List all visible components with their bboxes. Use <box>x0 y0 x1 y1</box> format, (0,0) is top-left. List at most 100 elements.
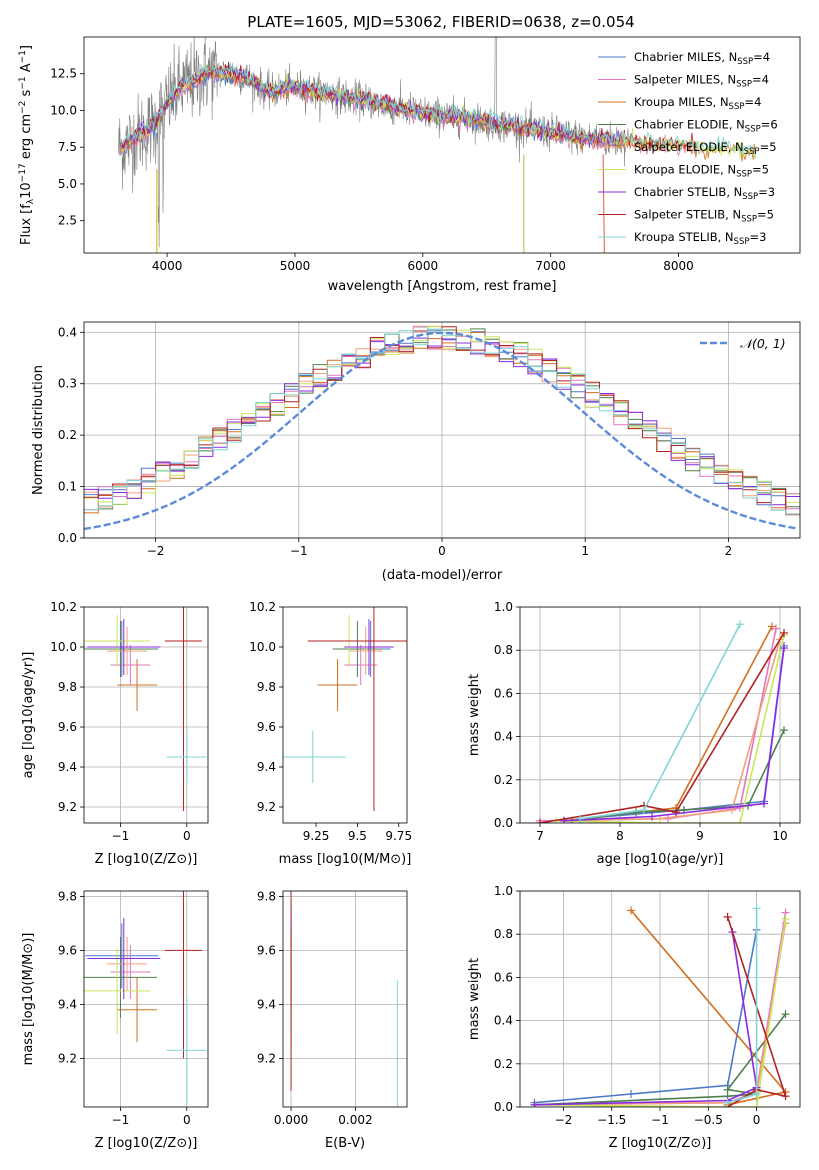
y-tick-label: 1.0 <box>494 600 513 614</box>
y-tick-label: 0.8 <box>494 643 513 657</box>
legend-suffix: =4 <box>753 50 770 64</box>
legend-name: Salpeter ELODIE, N <box>634 140 744 154</box>
x-tick-label: 9 <box>696 829 704 843</box>
plot-area <box>84 607 208 823</box>
legend-suffix: =6 <box>761 118 778 132</box>
axes-frame <box>83 36 801 254</box>
legend-entry: Salpeter ELODIE, NSSP=5 <box>634 140 777 157</box>
y-tick-label: 10.2 <box>249 600 276 614</box>
x-tick-label: 1 <box>581 544 589 558</box>
x-tick-label: 9.25 <box>303 829 330 843</box>
y-tick-label: 0.2 <box>494 773 513 787</box>
x-axis-label: wavelength [Angstrom, rest frame] <box>328 279 557 294</box>
x-tick-label: 0 <box>183 829 191 843</box>
legend-entry: Chabrier MILES, NSSP=4 <box>634 50 770 67</box>
plot-area <box>283 891 407 1107</box>
legend-name: Chabrier ELODIE, N <box>634 118 745 132</box>
legend-sub: SSP <box>737 57 753 67</box>
panel-spectrum: 4000 5000 6000 7000 8000 2.5 5.0 7.5 10.0 12.5 wav… <box>18 36 801 294</box>
x-tick-label: 0 <box>438 544 446 558</box>
legend-suffix: =3 <box>758 185 775 199</box>
legend-entry: Kroupa STELIB, NSSP=3 <box>634 230 766 247</box>
x-tick-label: −2 <box>555 1113 573 1127</box>
x-tick-label: 0 <box>183 1113 191 1127</box>
x-tick-label: −1 <box>112 829 130 843</box>
y-label-part: λ <box>26 198 36 204</box>
legend-sub: SSP <box>741 215 757 225</box>
legend-entry: Kroupa ELODIE, NSSP=5 <box>634 163 769 180</box>
y-tick-label: 9.6 <box>58 943 77 957</box>
y-axis-label: age [log10(age/yr)] <box>21 652 36 779</box>
y-tick-label: 9.8 <box>257 680 276 694</box>
x-tick-label: −1.5 <box>597 1113 626 1127</box>
y-tick-label: 5.0 <box>58 177 77 191</box>
y-label-part: 10 <box>19 182 34 199</box>
y-tick-label: 10.0 <box>50 103 77 117</box>
panel-weight-vs-Z: −2 −1.5 −1 −0.5 0 0.0 0.2 0.4 0.6 0.8 1.0 Z [log10(… <box>467 884 801 1151</box>
weight-line <box>579 623 741 820</box>
plot-area <box>118 37 756 253</box>
y-tick-label: 9.2 <box>257 800 276 814</box>
x-tick-label: −0.5 <box>694 1113 723 1127</box>
legend-sub: SSP <box>744 147 760 157</box>
x-axis-label: mass [log10(M/M⊙)] <box>279 852 412 867</box>
weight-line <box>563 647 785 822</box>
legend-suffix: =5 <box>757 208 774 222</box>
y-tick-label: 0.4 <box>494 1014 513 1028</box>
y-label-part: A <box>19 63 34 76</box>
panel-age-vs-Z: −1 0 9.2 9.4 9.6 9.8 10.0 10.2 Z [log10(Z/Z⊙)] ag… <box>21 600 209 867</box>
x-tick-label: 0.002 <box>338 1113 372 1127</box>
histogram-series <box>84 326 800 516</box>
panels: 4000 5000 6000 7000 80002.55.07.510.012.5wav… <box>18 36 801 1151</box>
weight-line <box>539 632 785 823</box>
legend-name: Chabrier STELIB, N <box>634 185 742 199</box>
x-axis-label: Z [log10(Z/Z⊙)] <box>95 852 198 867</box>
y-tick-label: 2.5 <box>58 214 77 228</box>
x-tick-label: 6000 <box>408 259 439 273</box>
legend-name: Kroupa ELODIE, N <box>634 163 736 177</box>
y-tick-label: 9.4 <box>58 760 77 774</box>
legend-entry: Chabrier STELIB, NSSP=3 <box>634 185 775 202</box>
weight-line <box>555 634 785 823</box>
x-tick-label: 10 <box>772 829 787 843</box>
y-tick-label: 9.2 <box>58 1051 77 1065</box>
legend-entry: Kroupa MILES, NSSP=4 <box>634 95 761 112</box>
axes-frame <box>519 890 801 1108</box>
y-tick-label: 7.5 <box>58 140 77 154</box>
y-label-part: s <box>19 89 34 100</box>
x-tick-label: 2 <box>725 544 733 558</box>
y-tick-label: 0.4 <box>494 730 513 744</box>
y-tick-label: 0.0 <box>494 1100 513 1114</box>
y-label-part: erg cm <box>19 114 34 163</box>
y-tick-label: 10.0 <box>249 640 276 654</box>
y-tick-label: 12.5 <box>50 67 77 81</box>
plot-area <box>283 607 407 811</box>
x-axis-label: Z [log10(Z/Z⊙)] <box>95 1136 198 1151</box>
y-tick-label: 9.2 <box>257 1051 276 1065</box>
figure-title: PLATE=1605, MJD=53062, FIBERID=0638, z=0… <box>247 13 634 31</box>
plot-area <box>520 607 800 823</box>
spectrum-model-line <box>120 62 756 160</box>
y-label-part: ] <box>19 45 34 50</box>
x-tick-label: 9.5 <box>348 829 367 843</box>
y-tick-label: 9.6 <box>257 720 276 734</box>
legend-sub: SSP <box>729 102 745 112</box>
legend-name: Kroupa MILES, N <box>634 95 729 109</box>
axes-frame <box>83 321 801 539</box>
legend-suffix: =3 <box>749 230 766 244</box>
y-tick-label: 0.0 <box>58 531 77 545</box>
legend-entry: Chabrier ELODIE, NSSP=6 <box>634 118 778 135</box>
panel-age-vs-mass: 9.25 9.5 9.75 9.2 9.4 9.6 9.8 10.0 10.2 mass [log… <box>249 600 412 867</box>
y-tick-label: 0.6 <box>494 970 513 984</box>
x-tick-label: 8 <box>616 829 624 843</box>
x-tick-label: 5000 <box>280 259 311 273</box>
legend-suffix: =4 <box>744 95 761 109</box>
legend-name: Chabrier MILES, N <box>634 50 737 64</box>
x-axis-label: age [log10(age/yr)] <box>597 852 724 867</box>
weight-line <box>534 931 758 1106</box>
x-axis-label: Z [log10(Z/Z⊙)] <box>609 1136 712 1151</box>
y-tick-label: 9.8 <box>58 680 77 694</box>
axes-frame <box>83 606 209 824</box>
y-tick-label: 0.2 <box>58 428 77 442</box>
